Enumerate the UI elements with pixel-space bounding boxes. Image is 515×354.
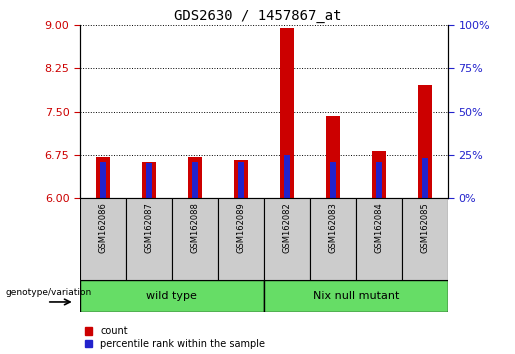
Bar <box>376 162 382 198</box>
Text: GSM162086: GSM162086 <box>98 202 107 253</box>
Text: GSM162083: GSM162083 <box>329 202 337 253</box>
Bar <box>80 280 264 312</box>
Bar <box>96 157 110 198</box>
Bar <box>418 85 432 198</box>
Bar <box>238 162 244 198</box>
Bar <box>188 157 202 198</box>
Bar <box>80 198 126 280</box>
Bar <box>422 158 428 198</box>
Bar <box>264 198 310 280</box>
Bar <box>100 162 106 198</box>
Bar <box>192 162 198 198</box>
Text: GSM162085: GSM162085 <box>421 202 430 253</box>
Bar <box>402 198 448 280</box>
Bar <box>326 115 340 198</box>
Text: genotype/variation: genotype/variation <box>5 287 91 297</box>
Legend: count, percentile rank within the sample: count, percentile rank within the sample <box>84 326 265 349</box>
Bar <box>284 155 290 198</box>
Bar <box>142 162 156 198</box>
Bar <box>310 198 356 280</box>
Bar <box>146 163 151 198</box>
Bar <box>234 160 248 198</box>
Text: GSM162089: GSM162089 <box>236 202 246 253</box>
Text: GSM162084: GSM162084 <box>374 202 384 253</box>
Bar <box>372 151 386 198</box>
Bar <box>280 28 294 198</box>
Bar <box>330 162 336 198</box>
Bar <box>264 280 448 312</box>
Text: GSM162087: GSM162087 <box>144 202 153 253</box>
Text: GSM162088: GSM162088 <box>191 202 199 253</box>
Bar <box>218 198 264 280</box>
Bar <box>172 198 218 280</box>
Text: Nix null mutant: Nix null mutant <box>313 291 399 301</box>
Bar <box>126 198 172 280</box>
Text: GSM162082: GSM162082 <box>282 202 291 253</box>
Bar <box>356 198 402 280</box>
Text: wild type: wild type <box>146 291 197 301</box>
Text: GDS2630 / 1457867_at: GDS2630 / 1457867_at <box>174 9 341 23</box>
